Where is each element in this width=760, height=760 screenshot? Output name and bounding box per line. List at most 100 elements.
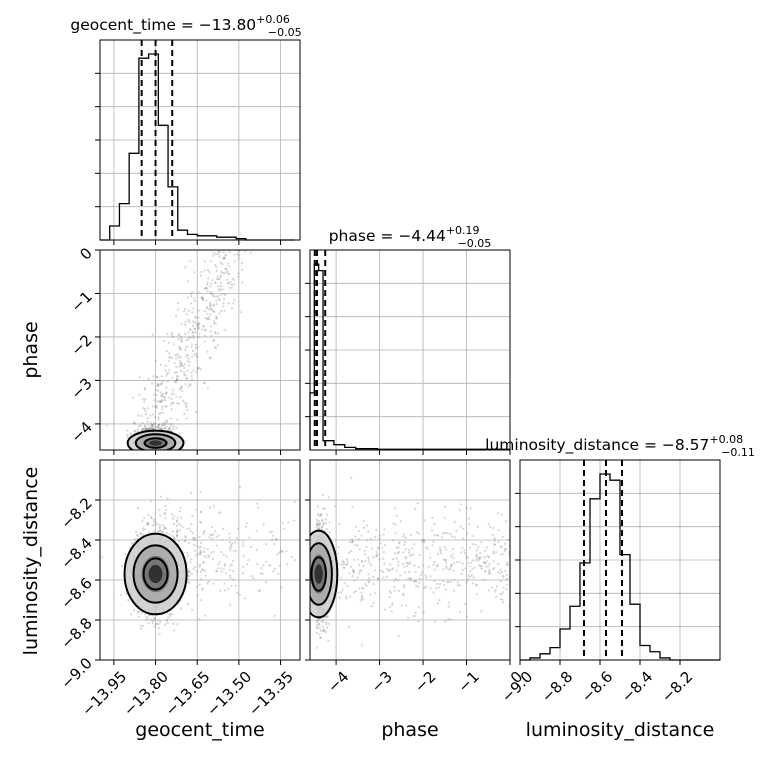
scatter-point xyxy=(377,577,380,580)
scatter-point xyxy=(460,572,463,575)
scatter-point xyxy=(499,580,502,583)
scatter-point xyxy=(194,316,197,319)
scatter-point xyxy=(346,563,349,566)
scatter-point xyxy=(193,297,196,300)
geocent-time-title: geocent_time = −13.80+0.06 −0.05 xyxy=(70,13,301,39)
scatter-point xyxy=(389,591,392,595)
scatter-point xyxy=(172,343,176,346)
scatter-point xyxy=(224,253,227,256)
scatter-point xyxy=(212,582,215,585)
scatter-point xyxy=(157,627,160,630)
scatter-point xyxy=(233,299,236,302)
scatter-point xyxy=(164,392,167,395)
scatter-point xyxy=(382,570,385,574)
scatter-point xyxy=(187,338,190,341)
scatter-point xyxy=(499,598,503,601)
scatter-point xyxy=(197,367,200,370)
scatter-point xyxy=(480,567,483,570)
scatter-point xyxy=(166,429,170,432)
x-tick-label-phase: −2 xyxy=(411,668,439,696)
scatter-point xyxy=(425,546,428,549)
scatter-point xyxy=(320,620,323,623)
scatter-point xyxy=(285,550,288,553)
scatter-point xyxy=(183,535,186,538)
scatter-point xyxy=(244,597,247,600)
scatter-point xyxy=(184,374,187,377)
scatter-point xyxy=(487,522,490,526)
scatter-point xyxy=(172,515,175,518)
scatter-point xyxy=(327,496,330,499)
scatter-point xyxy=(451,547,454,551)
scatter-point xyxy=(274,538,277,541)
scatter-point xyxy=(194,343,197,346)
scatter-point xyxy=(191,532,194,535)
scatter-point xyxy=(402,551,405,554)
scatter-point xyxy=(148,426,151,429)
scatter-point xyxy=(150,427,153,430)
scatter-point xyxy=(210,334,213,337)
scatter-point xyxy=(215,346,218,349)
scatter-point xyxy=(175,365,178,368)
scatter-point xyxy=(191,515,194,518)
scatter-point xyxy=(341,588,344,591)
scatter-point xyxy=(147,622,150,625)
density-level xyxy=(149,440,162,446)
scatter-point xyxy=(256,502,259,505)
scatter-point xyxy=(157,423,161,426)
scatter-point xyxy=(492,560,495,563)
scatter-point xyxy=(436,602,439,605)
scatter-point xyxy=(352,558,355,561)
scatter-point xyxy=(218,560,221,564)
scatter-point xyxy=(365,584,368,588)
scatter-point xyxy=(447,618,450,621)
scatter-point xyxy=(164,399,167,402)
scatter-point xyxy=(236,527,239,530)
scatter-point xyxy=(184,346,187,349)
scatter-point xyxy=(348,572,351,575)
scatter-point xyxy=(499,568,502,571)
scatter-point xyxy=(197,335,200,339)
scatter-point xyxy=(496,512,499,515)
scatter-point xyxy=(168,427,171,430)
scatter-point xyxy=(179,524,183,527)
scatter-point xyxy=(223,564,226,567)
scatter-point xyxy=(151,333,154,336)
scatter-point xyxy=(261,572,264,576)
scatter-point xyxy=(146,417,149,420)
scatter-point xyxy=(352,540,355,543)
scatter-point xyxy=(465,555,468,558)
scatter-point xyxy=(316,522,319,526)
y-tick-label-phase: −2 xyxy=(67,331,95,359)
scatter-point xyxy=(178,356,181,359)
scatter-point xyxy=(222,568,225,571)
scatter-point xyxy=(217,278,220,281)
scatter-point xyxy=(338,523,341,526)
scatter-point xyxy=(281,550,284,553)
scatter-point xyxy=(164,364,167,367)
scatter-point xyxy=(322,524,325,527)
scatter-point xyxy=(214,322,217,325)
scatter-point xyxy=(137,611,140,614)
scatter-point xyxy=(242,541,245,544)
scatter-point xyxy=(162,421,165,424)
scatter-point xyxy=(185,417,188,420)
scatter-point xyxy=(161,393,164,396)
scatter-point xyxy=(195,370,198,374)
scatter-point xyxy=(204,614,207,617)
scatter-point xyxy=(164,427,167,430)
scatter-point xyxy=(349,595,352,598)
scatter-point xyxy=(179,387,182,390)
panel-1-1 xyxy=(305,249,511,455)
scatter-point xyxy=(260,567,263,570)
scatter-point xyxy=(360,591,363,594)
scatter-point xyxy=(402,535,405,538)
scatter-point xyxy=(193,328,196,331)
scatter-point xyxy=(476,525,479,528)
scatter-point xyxy=(456,581,459,584)
scatter-point xyxy=(224,328,227,331)
scatter-point xyxy=(165,349,168,353)
scatter-point xyxy=(453,520,456,523)
scatter-point xyxy=(460,551,463,554)
scatter-point xyxy=(362,598,365,601)
scatter-point xyxy=(224,572,228,575)
